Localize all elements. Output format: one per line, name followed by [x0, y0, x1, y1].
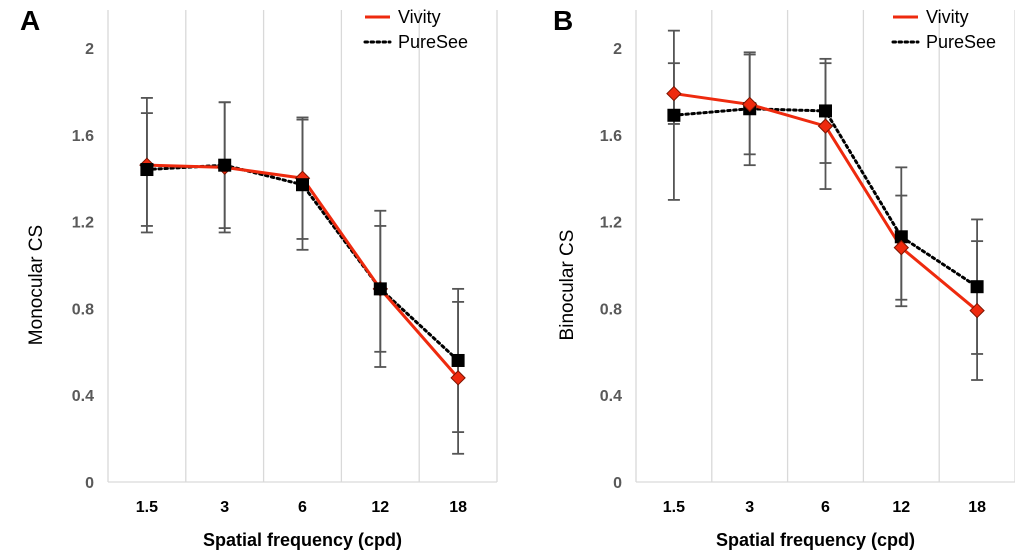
y-tick-label: 1.6 — [72, 128, 94, 145]
y-tick-label: 0 — [613, 475, 622, 492]
data-point-puresee — [667, 108, 681, 122]
x-tick-label: 6 — [298, 499, 307, 516]
y-tick-label: 1.6 — [600, 128, 622, 145]
y-axis-title: Binocular CS — [557, 230, 578, 341]
chart-panel-a: 0 0.4 0.8 1.2 1.6 2 1.5 3 6 12 18 Spatial frequency… — [20, 5, 498, 550]
y-tick-label: 2 — [85, 41, 94, 58]
legend: Vivity PureSee — [363, 7, 468, 52]
y-tick-label: 0.4 — [600, 388, 622, 405]
y-tick-label: 0.8 — [72, 301, 94, 318]
legend-label-vivity: Vivity — [398, 7, 441, 27]
data-point-puresee — [218, 158, 232, 172]
error-bars-puresee — [667, 29, 984, 355]
data-point-vivity — [741, 96, 758, 113]
panel-label: A — [20, 5, 40, 36]
x-tick-label: 12 — [892, 499, 910, 516]
x-tick-label: 6 — [821, 499, 830, 516]
data-point-puresee — [140, 163, 154, 177]
x-axis-title: Spatial frequency (cpd) — [716, 530, 915, 550]
data-point-puresee — [373, 282, 387, 296]
y-tick-label: 2 — [613, 41, 622, 58]
x-tick-label: 12 — [371, 499, 389, 516]
y-tick-label: 0.8 — [600, 301, 622, 318]
x-tick-label: 1.5 — [136, 499, 158, 516]
data-point-vivity — [817, 118, 834, 134]
x-tick-label: 18 — [449, 499, 467, 516]
y-tick-label: 1.2 — [72, 215, 94, 232]
chart-panel-b: 0 0.4 0.8 1.2 1.6 2 1.5 3 6 12 18 Spatial frequency… — [553, 5, 1015, 550]
panel-label: B — [553, 5, 573, 36]
legend-label-puresee: PureSee — [398, 32, 468, 52]
data-point-vivity — [450, 370, 466, 386]
x-tick-label: 18 — [968, 499, 986, 516]
data-point-puresee — [970, 280, 984, 294]
y-axis-title: Monocular CS — [26, 225, 47, 345]
data-point-puresee — [296, 178, 309, 192]
x-tick-label: 3 — [745, 499, 754, 516]
legend-label-puresee: PureSee — [926, 32, 996, 52]
data-point-vivity — [969, 302, 985, 319]
x-tick-label: 1.5 — [663, 499, 685, 516]
y-tick-label: 1.2 — [600, 215, 622, 232]
data-point-vivity — [666, 85, 682, 102]
data-point-puresee — [894, 230, 908, 244]
data-point-puresee — [451, 353, 465, 367]
data-point-puresee — [819, 104, 832, 118]
legend-label-vivity: Vivity — [926, 7, 969, 27]
error-bars-puresee — [140, 101, 465, 433]
x-axis-title: Spatial frequency (cpd) — [203, 530, 402, 550]
legend: Vivity PureSee — [891, 7, 996, 52]
data-point-vivity — [893, 239, 910, 256]
y-tick-label: 0 — [85, 475, 94, 492]
y-tick-label: 0.4 — [72, 388, 94, 405]
x-tick-label: 3 — [220, 499, 229, 516]
